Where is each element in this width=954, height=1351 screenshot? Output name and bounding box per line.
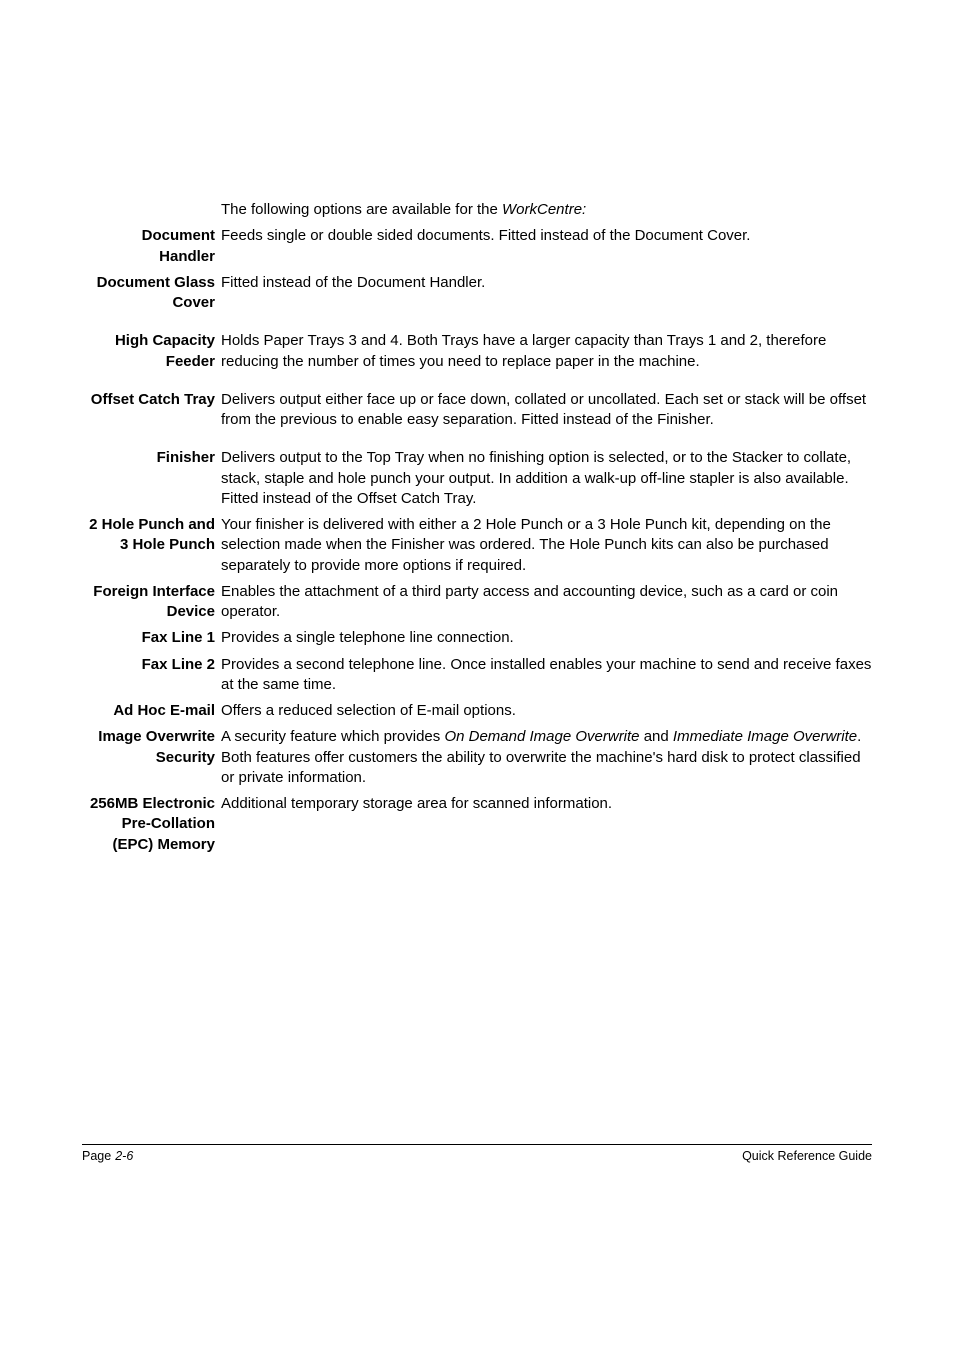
term-label: 256MB Electronic Pre-Collation (EPC) Mem… bbox=[82, 794, 221, 855]
term-label: Fax Line 2 bbox=[82, 655, 221, 696]
definition-row-1: Document Glass CoverFitted instead of th… bbox=[82, 273, 872, 314]
definition-row-image-overwrite: Image Overwrite SecurityA security featu… bbox=[82, 727, 872, 788]
definition-row-3: Offset Catch TrayDelivers output either … bbox=[82, 390, 872, 431]
footer-page-number: 2-6 bbox=[115, 1148, 133, 1165]
definition-row-5: 2 Hole Punch and 3 Hole PunchYour finish… bbox=[82, 515, 872, 576]
term-description: Fitted instead of the Document Handler. bbox=[221, 273, 872, 314]
definition-row-7: Fax Line 1Provides a single telephone li… bbox=[82, 628, 872, 648]
term-label: Image Overwrite Security bbox=[82, 727, 221, 788]
term-label: 2 Hole Punch and 3 Hole Punch bbox=[82, 515, 221, 576]
definition-row-8: Fax Line 2Provides a second telephone li… bbox=[82, 655, 872, 696]
term-description: Enables the attachment of a third party … bbox=[221, 582, 872, 623]
term-description: Your finisher is delivered with either a… bbox=[221, 515, 872, 576]
definition-row-10: 256MB Electronic Pre-Collation (EPC) Mem… bbox=[82, 794, 872, 855]
term-description: Delivers output either face up or face d… bbox=[221, 390, 872, 431]
term-description: Delivers output to the Top Tray when no … bbox=[221, 448, 872, 509]
term-label: Ad Hoc E-mail bbox=[82, 701, 221, 721]
definition-row-0: Document HandlerFeeds single or double s… bbox=[82, 226, 872, 267]
footer-right: Quick Reference Guide bbox=[742, 1148, 872, 1165]
content-area: The following options are available for … bbox=[82, 200, 872, 861]
term-label: Foreign Interface Device bbox=[82, 582, 221, 623]
footer-page-label: Page bbox=[82, 1148, 111, 1165]
intro-product: WorkCentre: bbox=[502, 201, 586, 218]
intro-text: The following options are available for … bbox=[82, 200, 872, 220]
term-label: High Capacity Feeder bbox=[82, 331, 221, 372]
term-description: Holds Paper Trays 3 and 4. Both Trays ha… bbox=[221, 331, 872, 372]
intro-prefix: The following options are available for … bbox=[221, 201, 502, 218]
definition-row-2: High Capacity FeederHolds Paper Trays 3 … bbox=[82, 331, 872, 372]
definition-list: Document HandlerFeeds single or double s… bbox=[82, 226, 872, 855]
term-description: Provides a second telephone line. Once i… bbox=[221, 655, 872, 696]
definition-row-9: Ad Hoc E-mailOffers a reduced selection … bbox=[82, 701, 872, 721]
term-label: Finisher bbox=[82, 448, 221, 509]
term-description: A security feature which provides On Dem… bbox=[221, 727, 872, 788]
term-label: Offset Catch Tray bbox=[82, 390, 221, 431]
term-description: Provides a single telephone line connect… bbox=[221, 628, 872, 648]
term-label: Document Glass Cover bbox=[82, 273, 221, 314]
page-footer: Page 2-6 Quick Reference Guide bbox=[82, 1144, 872, 1165]
term-description: Offers a reduced selection of E-mail opt… bbox=[221, 701, 872, 721]
definition-row-6: Foreign Interface DeviceEnables the atta… bbox=[82, 582, 872, 623]
term-label: Document Handler bbox=[82, 226, 221, 267]
footer-left: Page 2-6 bbox=[82, 1148, 133, 1165]
term-label: Fax Line 1 bbox=[82, 628, 221, 648]
definition-row-4: FinisherDelivers output to the Top Tray … bbox=[82, 448, 872, 509]
term-description: Additional temporary storage area for sc… bbox=[221, 794, 872, 855]
term-description: Feeds single or double sided documents. … bbox=[221, 226, 872, 267]
